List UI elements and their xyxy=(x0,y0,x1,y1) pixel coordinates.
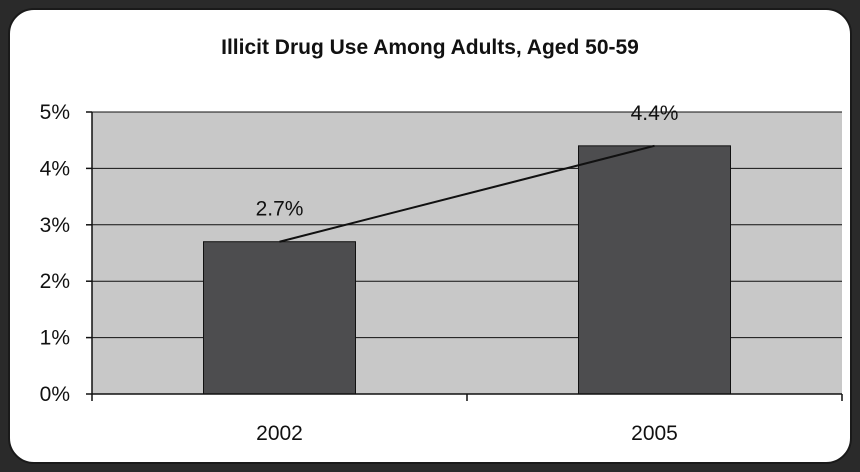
bar-2002 xyxy=(203,241,356,395)
trend-line xyxy=(279,144,655,243)
y-tick-label-4: 4% xyxy=(40,157,70,180)
data-label-2002: 2.7% xyxy=(256,198,304,221)
y-tick-label-0: 0% xyxy=(40,383,70,406)
axes xyxy=(86,111,843,401)
bar-2005 xyxy=(578,145,731,395)
bars xyxy=(203,145,731,395)
x-category-label-2005: 2005 xyxy=(631,422,678,445)
y-tick-label-2: 2% xyxy=(40,270,70,293)
chart-title: Illicit Drug Use Among Adults, Aged 50-5… xyxy=(221,36,639,59)
x-category-label-2002: 2002 xyxy=(256,422,303,445)
y-tick-label-5: 5% xyxy=(40,101,70,124)
y-tick-label-1: 1% xyxy=(40,327,70,350)
labels: 0% 1% 2% 3% 4% 5% 2002 2005 2.7% 4.4% xyxy=(40,101,679,445)
data-label-2005: 4.4% xyxy=(631,102,679,125)
y-tick-label-3: 3% xyxy=(40,214,70,237)
